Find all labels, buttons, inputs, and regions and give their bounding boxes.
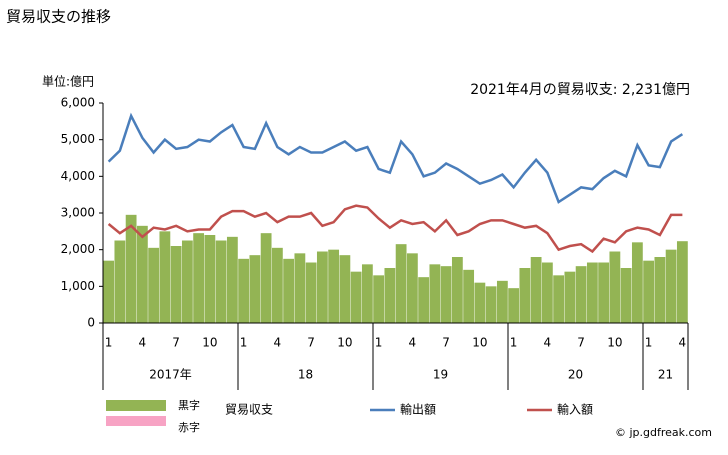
- x-tick-label: 10: [607, 336, 622, 350]
- y-tick-label: 4,000: [61, 169, 95, 183]
- bar: [530, 257, 542, 323]
- bar: [384, 268, 396, 323]
- bar: [631, 242, 643, 323]
- bar: [406, 253, 418, 323]
- year-label: 19: [433, 368, 448, 382]
- y-tick-label: 2,000: [61, 242, 95, 256]
- bar: [373, 275, 385, 323]
- bar: [215, 240, 227, 323]
- x-tick-label: 1: [375, 336, 383, 350]
- bar: [339, 255, 351, 323]
- bar: [114, 240, 126, 323]
- x-tick-label: 1: [240, 336, 248, 350]
- y-tick-label: 5,000: [61, 132, 95, 146]
- line: [107, 112, 684, 204]
- bar: [564, 271, 576, 323]
- bar: [508, 288, 520, 323]
- x-tick-label: 4: [139, 336, 147, 350]
- bar: [181, 240, 193, 323]
- bar: [148, 247, 160, 323]
- unit-label: 単位:億円: [42, 74, 94, 89]
- bar: [553, 275, 565, 323]
- bar: [395, 244, 407, 323]
- bar: [361, 264, 373, 323]
- legend-label: 貿易収支: [225, 403, 273, 417]
- bar: [316, 251, 328, 323]
- year-label: 21: [658, 368, 673, 382]
- bar: [440, 266, 452, 323]
- bar: [463, 269, 475, 323]
- bar: [598, 262, 610, 323]
- bar: [643, 260, 655, 323]
- x-tick-label: 7: [307, 336, 315, 350]
- bar: [429, 264, 441, 323]
- bar: [451, 257, 463, 323]
- bar: [283, 258, 295, 323]
- bar: [260, 233, 272, 323]
- bar: [226, 236, 238, 323]
- bar: [609, 251, 621, 323]
- y-tick-label: 3,000: [61, 206, 95, 220]
- x-tick-label: 4: [274, 336, 282, 350]
- legend-label: 輸入額: [557, 402, 593, 417]
- x-tick-label: 7: [172, 336, 180, 350]
- bar: [496, 280, 508, 323]
- bar: [238, 258, 250, 323]
- x-tick-label: 10: [202, 336, 217, 350]
- bar: [103, 260, 115, 323]
- bar: [294, 253, 306, 323]
- bar: [620, 268, 632, 323]
- legend-label: 黒字: [178, 398, 200, 412]
- bar: [418, 277, 430, 323]
- y-tick-label: 6,000: [61, 96, 95, 110]
- bar: [485, 286, 497, 323]
- y-tick-label: 1,000: [61, 279, 95, 293]
- bar: [575, 266, 587, 323]
- x-tick-label: 1: [105, 336, 113, 350]
- x-tick-label: 4: [409, 336, 417, 350]
- bar: [159, 231, 171, 323]
- y-tick-label: 0: [87, 316, 95, 330]
- x-tick-label: 1: [510, 336, 518, 350]
- bar: [125, 214, 137, 323]
- bar: [136, 225, 148, 323]
- x-tick-label: 4: [544, 336, 552, 350]
- bar: [249, 255, 261, 323]
- chart-title: 貿易収支の推移: [6, 8, 111, 26]
- bar: [665, 249, 677, 323]
- bar: [474, 282, 486, 323]
- bar: [350, 271, 362, 323]
- bar: [654, 257, 666, 323]
- x-tick-label: 4: [679, 336, 687, 350]
- bar: [271, 247, 283, 323]
- bar: [305, 262, 317, 323]
- legend-label: 輸出額: [400, 402, 436, 417]
- legend-label: 赤字: [178, 420, 200, 434]
- bar: [586, 262, 598, 323]
- credit: © jp.gdfreak.com: [615, 426, 712, 439]
- year-label: 20: [568, 368, 583, 382]
- x-tick-label: 7: [442, 336, 450, 350]
- x-tick-label: 1: [645, 336, 653, 350]
- x-tick-label: 10: [472, 336, 487, 350]
- legend-swatch: [106, 416, 166, 426]
- bar: [328, 249, 340, 323]
- annotation: 2021年4月の貿易収支: 2,231億円: [470, 82, 690, 98]
- line: [107, 204, 683, 254]
- bar: [519, 268, 531, 323]
- bar: [170, 246, 182, 323]
- bar: [541, 262, 553, 323]
- year-label: 2017年: [149, 368, 192, 382]
- bar: [204, 235, 216, 323]
- legend-swatch: [106, 400, 166, 411]
- bar: [676, 241, 688, 323]
- year-label: 18: [298, 368, 313, 382]
- bar: [193, 233, 205, 323]
- x-tick-label: 7: [577, 336, 585, 350]
- x-tick-label: 10: [337, 336, 352, 350]
